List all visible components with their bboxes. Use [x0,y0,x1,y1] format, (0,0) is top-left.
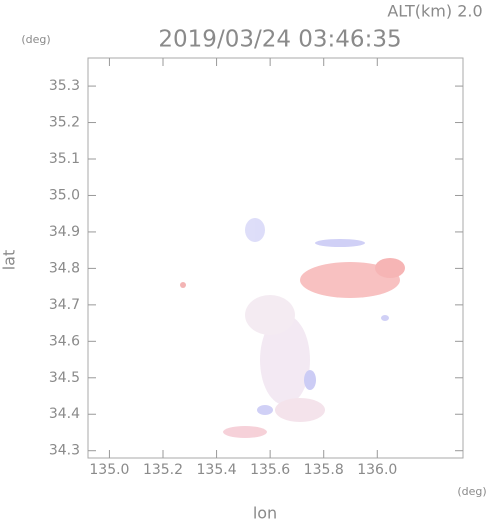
echo-field [180,218,405,438]
echo-blob [223,426,267,438]
y-tick-label: 35.2 [49,115,80,131]
y-tick-label: 34.4 [49,406,80,422]
y-tick-label: 34.5 [49,370,80,386]
echo-blob [257,405,273,415]
echo-blob [245,218,265,242]
x-unit: (deg) [457,485,486,498]
echo-blob [315,239,365,247]
x-tick-label: 136.0 [357,462,397,478]
y-tick-label: 35.1 [49,151,80,167]
y-tick-label: 34.6 [49,333,80,349]
y-unit: (deg) [21,33,50,46]
echo-blob [180,282,186,288]
chart-title: 2019/03/24 03:46:35 [158,27,401,53]
y-tick-label: 35.3 [49,78,80,94]
echo-blob [381,315,389,321]
y-tick-label: 34.9 [49,224,80,240]
subtitle: ALT(km) 2.0 [387,2,482,21]
x-axis-label: lon [253,504,277,521]
echo-blob [304,370,316,390]
echo-blob [375,258,405,278]
y-tick-label: 34.7 [49,297,80,313]
x-tick-label: 135.0 [89,462,129,478]
echo-blob [275,398,325,422]
echo-blob [245,295,295,335]
echo-blob [260,315,310,405]
plot-frame [87,57,464,459]
y-tick-label: 34.8 [49,260,80,276]
x-tick-label: 135.4 [197,462,237,478]
x-tick-label: 135.8 [304,462,344,478]
y-tick-label: 34.3 [49,443,80,459]
echo-blob [300,262,400,298]
x-tick-label: 135.6 [250,462,290,478]
y-axis-label: lat [0,250,19,271]
y-tick-label: 35.0 [49,187,80,203]
x-tick-label: 135.2 [143,462,183,478]
